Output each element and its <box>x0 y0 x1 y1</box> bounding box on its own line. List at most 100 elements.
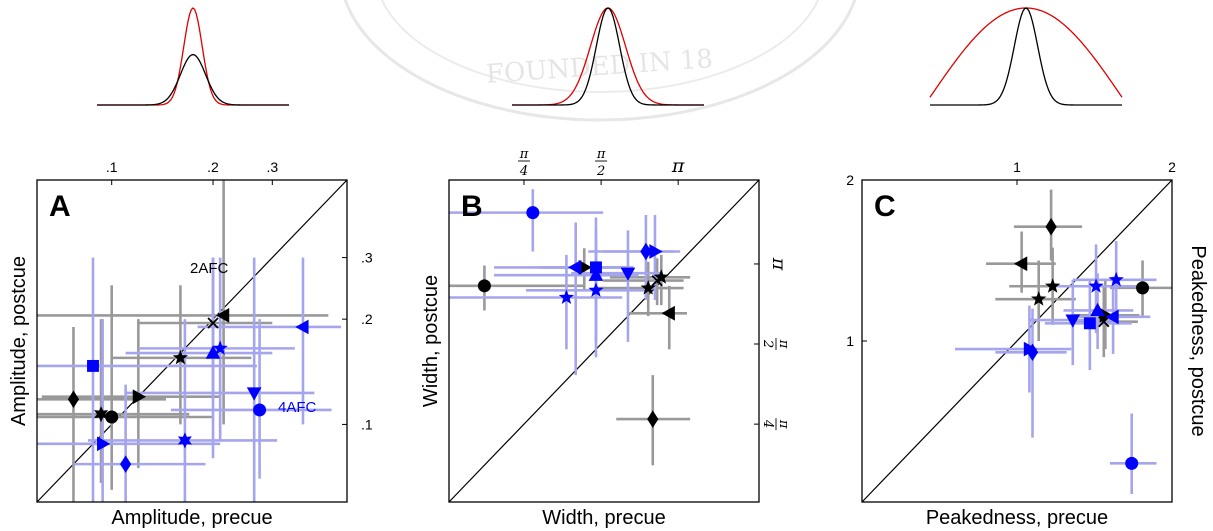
right-tick-label: π2 <box>760 338 791 351</box>
inset-red-curve <box>929 7 1123 98</box>
marker-circle <box>1136 281 1150 295</box>
marker-triangle-right <box>649 244 663 259</box>
y-axis-label: Width, postcue <box>420 275 442 407</box>
marker-star <box>172 349 189 365</box>
right-tick-label: π <box>768 257 790 271</box>
marker-star <box>558 289 575 305</box>
marker-triangle-right <box>1099 307 1114 323</box>
top-tick-label: .3 <box>266 159 278 175</box>
marker-star <box>588 282 604 297</box>
marker-triangle-left <box>1013 256 1028 272</box>
inset-black-curve <box>97 53 289 106</box>
marker-diamond <box>1026 343 1039 362</box>
right-tick-pi: π <box>768 257 790 271</box>
annotation-4afc: 4AFC <box>278 399 317 416</box>
marker-circle <box>1125 456 1139 470</box>
top-tick-label: 2 <box>1168 159 1176 175</box>
right-tick-numerator: π <box>776 339 791 349</box>
identity-line <box>36 179 348 503</box>
marker-diamond <box>647 410 659 428</box>
identity-line <box>861 179 1173 503</box>
plot-area <box>37 180 342 502</box>
top-tick-denominator: 2 <box>596 164 605 179</box>
marker-diamond <box>640 242 652 261</box>
marker-triangle-down <box>246 387 262 401</box>
marker-square <box>1083 317 1096 330</box>
marker-star <box>212 340 228 355</box>
marker-triangle-right <box>578 260 592 275</box>
plot-area <box>955 189 1172 494</box>
marker-hexstar <box>94 406 109 423</box>
right-tick-label: π4 <box>760 418 791 431</box>
inset-tuning-curves <box>512 7 704 106</box>
marker-triangle-left <box>1105 309 1119 325</box>
y-axis-label: Peakedness, postcue <box>1187 245 1209 436</box>
top-tick-denominator: 4 <box>519 164 528 179</box>
marker-triangle-left <box>215 308 230 323</box>
top-tick-numerator: π <box>519 147 529 162</box>
marker-triangle-left <box>295 319 309 335</box>
top-tick-label: .2 <box>207 159 219 175</box>
plot-area <box>449 189 691 466</box>
x-axis-label: Amplitude, precue <box>111 507 272 529</box>
right-tick-numerator: π <box>776 419 791 429</box>
marker-diamond <box>1045 217 1057 236</box>
inset-tuning-curves <box>929 7 1123 106</box>
inset-red-curve <box>97 7 289 106</box>
right-tick-denominator: 2 <box>760 339 775 348</box>
right-tick-label: .3 <box>361 250 373 266</box>
x-axis-label: Peakedness, precue <box>926 507 1108 529</box>
panel-letter: C <box>874 190 896 223</box>
marker-circle <box>105 410 119 424</box>
marker-star <box>1108 271 1124 287</box>
marker-x <box>1098 316 1110 328</box>
right-tick-label: .1 <box>361 416 373 432</box>
marker-star <box>640 280 656 295</box>
left-tick-label: 1 <box>846 333 854 349</box>
x-axis-label: Width, precue <box>542 507 665 529</box>
annotation-2afc: 2AFC <box>190 260 229 277</box>
y-axis-label: Amplitude, postcue <box>8 256 30 426</box>
inset-black-curve <box>930 7 1122 106</box>
marker-triangle-up <box>1090 302 1105 317</box>
marker-triangle-down <box>620 267 636 281</box>
marker-star <box>1031 291 1047 306</box>
marker-diamond <box>67 390 80 409</box>
marker-hexstar <box>177 432 192 449</box>
panel-letter: B <box>461 190 483 223</box>
right-tick-denominator: 4 <box>760 419 775 428</box>
inset-tuning-curves <box>97 7 289 106</box>
left-tick-label: 2 <box>846 172 854 188</box>
marker-triangle-up <box>205 345 221 359</box>
marker-x <box>207 317 219 329</box>
plot-frame <box>448 179 760 503</box>
marker-triangle-left <box>567 260 582 275</box>
marker-x <box>651 274 663 287</box>
marker-triangle-down <box>1065 314 1081 328</box>
marker-triangle-right <box>97 436 111 452</box>
marker-triangle-right <box>132 389 147 405</box>
marker-circle <box>253 403 267 417</box>
top-tick-label: π <box>671 155 685 177</box>
right-tick-label: .2 <box>361 311 373 327</box>
top-tick-numerator: π <box>596 147 606 162</box>
top-tick-label: 1 <box>1013 159 1021 175</box>
inset-black-curve <box>512 7 704 106</box>
marker-triangle-left <box>661 305 675 321</box>
marker-star <box>1088 278 1104 293</box>
marker-triangle-up <box>588 267 604 281</box>
marker-square <box>590 261 602 274</box>
plot-frame <box>36 179 348 503</box>
svg-text:FOUNDED IN 18: FOUNDED IN 18 <box>485 44 714 90</box>
panel-letter: A <box>49 190 71 223</box>
marker-square <box>87 359 99 372</box>
panel-c: C 1 2 1 2 Peakedness, precue Peakedness, postc… <box>846 7 1209 529</box>
top-tick-label: .1 <box>106 159 118 175</box>
marker-circle <box>477 279 491 293</box>
panel-a: A .1 .2 .3 .1 .2 .3 Amplitude, precue Amplitude,… <box>8 7 373 529</box>
marker-circle <box>526 206 540 220</box>
marker-diamond <box>120 455 132 473</box>
marker-star <box>1044 278 1061 293</box>
